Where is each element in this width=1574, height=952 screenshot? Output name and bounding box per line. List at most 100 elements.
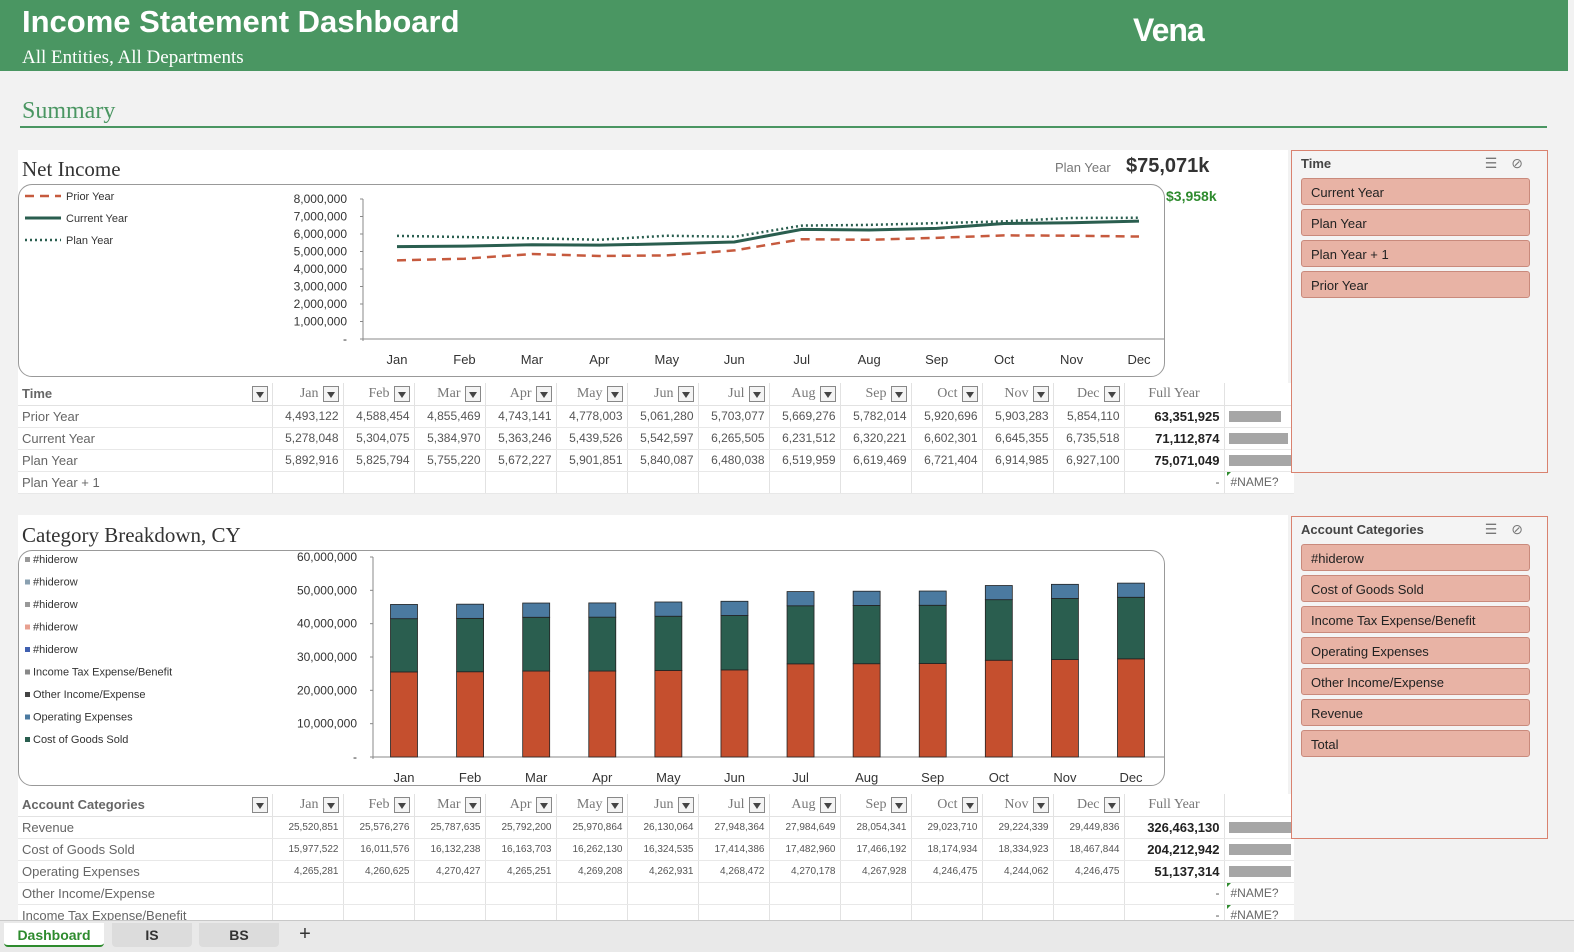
x-tick-label: Jun: [724, 770, 745, 785]
value-cell: 25,792,200: [485, 816, 557, 839]
value-cell: [698, 471, 770, 494]
slicer-item-prior-year[interactable]: Prior Year: [1301, 271, 1530, 298]
filter-dropdown-button[interactable]: [251, 385, 268, 402]
value-cell: 4,267,928: [840, 860, 912, 883]
value-cell: [627, 471, 699, 494]
plan-year-label: Plan Year: [1055, 160, 1111, 175]
legend-label: #hiderow: [33, 577, 78, 589]
x-tick-label: Jan: [394, 770, 415, 785]
tab-is[interactable]: IS: [112, 923, 192, 947]
value-cell: 6,320,221: [840, 427, 912, 450]
slicer-item-cost-of-goods-sold[interactable]: Cost of Goods Sold: [1301, 575, 1530, 602]
slicer-item-income-tax-expense-benefit[interactable]: Income Tax Expense/Benefit: [1301, 606, 1530, 633]
bar-segment-operating-expenses: [456, 603, 484, 619]
filter-dropdown-button[interactable]: [748, 385, 765, 402]
bar-segment-cost-of-goods-sold: [588, 616, 617, 672]
filter-dropdown-button[interactable]: [322, 385, 339, 402]
category-title: Category Breakdown, CY: [22, 523, 241, 547]
spark-header: [1224, 383, 1295, 406]
value-cell: 17,482,960: [769, 838, 841, 861]
value-cell: 18,334,923: [982, 838, 1054, 861]
value-cell: 6,645,355: [982, 427, 1054, 450]
y-tick-label: 30,000,000: [297, 650, 357, 664]
multi-select-icon[interactable]: ☰: [1484, 521, 1512, 537]
filter-dropdown-button[interactable]: [535, 385, 552, 402]
bar-segment-revenue: [588, 670, 617, 758]
y-tick-label: 5,000,000: [294, 245, 348, 259]
y-tick-label: 20,000,000: [297, 683, 357, 697]
clear-filter-icon[interactable]: ⊘: [1511, 155, 1537, 171]
filter-dropdown-button[interactable]: [1032, 796, 1049, 813]
value-cell: 4,855,469: [414, 405, 486, 428]
value-cell: 25,520,851: [272, 816, 344, 839]
error-value: #NAME?: [1230, 908, 1279, 922]
error-value: #NAME?: [1230, 886, 1279, 900]
value-cell: 6,231,512: [769, 427, 841, 450]
table-header-cell: Account Categories: [18, 794, 273, 817]
legend-label: #hiderow: [33, 554, 78, 566]
filter-dropdown-button[interactable]: [606, 385, 623, 402]
legend-label: Plan Year: [66, 235, 113, 247]
tab-dashboard[interactable]: Dashboard: [4, 923, 104, 947]
table-row: Operating Expenses 4,265,281 4,260,625 4,27…: [18, 860, 1294, 883]
filter-dropdown-button[interactable]: [890, 796, 907, 813]
filter-dropdown-button[interactable]: [961, 385, 978, 402]
filter-dropdown-button[interactable]: [322, 796, 339, 813]
filter-dropdown-button[interactable]: [535, 796, 552, 813]
value-cell: 5,892,916: [272, 449, 344, 472]
filter-dropdown-button[interactable]: [961, 796, 978, 813]
value-cell: [911, 882, 983, 905]
filter-dropdown-button[interactable]: [819, 796, 836, 813]
clear-filter-icon[interactable]: ⊘: [1511, 521, 1537, 537]
filter-dropdown-button[interactable]: [1103, 796, 1120, 813]
slicer-item-revenue[interactable]: Revenue: [1301, 699, 1530, 726]
value-cell: 5,363,246: [485, 427, 557, 450]
row-label: Plan Year: [18, 449, 273, 472]
multi-select-icon[interactable]: ☰: [1484, 155, 1512, 171]
slicer-item-current-year[interactable]: Current Year: [1301, 178, 1530, 205]
month-header-label: Jan: [299, 796, 319, 812]
month-header-cell: Apr: [485, 794, 557, 817]
tab-bs[interactable]: BS: [199, 923, 279, 947]
filter-dropdown-button[interactable]: [1032, 385, 1049, 402]
y-tick-label: 8,000,000: [294, 192, 348, 206]
category-chart[interactable]: 60,000,000 50,000,000 40,000,000 30,000,000…: [18, 550, 1165, 786]
filter-dropdown-button[interactable]: [606, 796, 623, 813]
filter-dropdown-button[interactable]: [393, 796, 410, 813]
filter-dropdown-button[interactable]: [819, 385, 836, 402]
net-income-chart[interactable]: 8,000,000 7,000,000 6,000,000 5,000,000 4,00…: [18, 184, 1165, 377]
filter-dropdown-button[interactable]: [748, 796, 765, 813]
slicer-item-plan-year[interactable]: Plan Year: [1301, 209, 1530, 236]
month-header-cell: Jul: [698, 383, 770, 406]
x-tick-label: Oct: [994, 352, 1015, 367]
filter-dropdown-button[interactable]: [1103, 385, 1120, 402]
value-cell: 6,721,404: [911, 449, 983, 472]
filter-dropdown-button[interactable]: [677, 796, 694, 813]
value-cell: 6,602,301: [911, 427, 983, 450]
data-bar: [1228, 411, 1281, 423]
filter-dropdown-button[interactable]: [464, 385, 481, 402]
y-tick-label: 60,000,000: [297, 551, 357, 564]
slicer-item-operating-expenses[interactable]: Operating Expenses: [1301, 637, 1530, 664]
slicer-item-total[interactable]: Total: [1301, 730, 1530, 757]
value-cell: 5,439,526: [556, 427, 628, 450]
filter-dropdown-button[interactable]: [890, 385, 907, 402]
x-tick-label: Aug: [855, 770, 878, 785]
slicer-item-plan-year-1[interactable]: Plan Year + 1: [1301, 240, 1530, 267]
value-cell: [982, 882, 1054, 905]
month-header-label: Sep: [865, 385, 887, 401]
value-cell: [698, 882, 770, 905]
bar-segment-revenue: [390, 671, 418, 758]
filter-dropdown-button[interactable]: [393, 385, 410, 402]
slicer-item-other-income-expense[interactable]: Other Income/Expense: [1301, 668, 1530, 695]
slicer-item-hiderow[interactable]: #hiderow: [1301, 544, 1530, 571]
bar-segment-cost-of-goods-sold: [918, 604, 947, 664]
value-cell: 6,927,100: [1053, 449, 1125, 472]
filter-dropdown-button[interactable]: [677, 385, 694, 402]
month-header-cell: Oct: [911, 794, 983, 817]
add-sheet-button[interactable]: +: [299, 923, 311, 945]
filter-dropdown-button[interactable]: [251, 796, 268, 813]
filter-dropdown-button[interactable]: [464, 796, 481, 813]
value-cell: 4,270,427: [414, 860, 486, 883]
table-row: Prior Year 4,493,122 4,588,454 4,855,469 4,7…: [18, 405, 1294, 428]
